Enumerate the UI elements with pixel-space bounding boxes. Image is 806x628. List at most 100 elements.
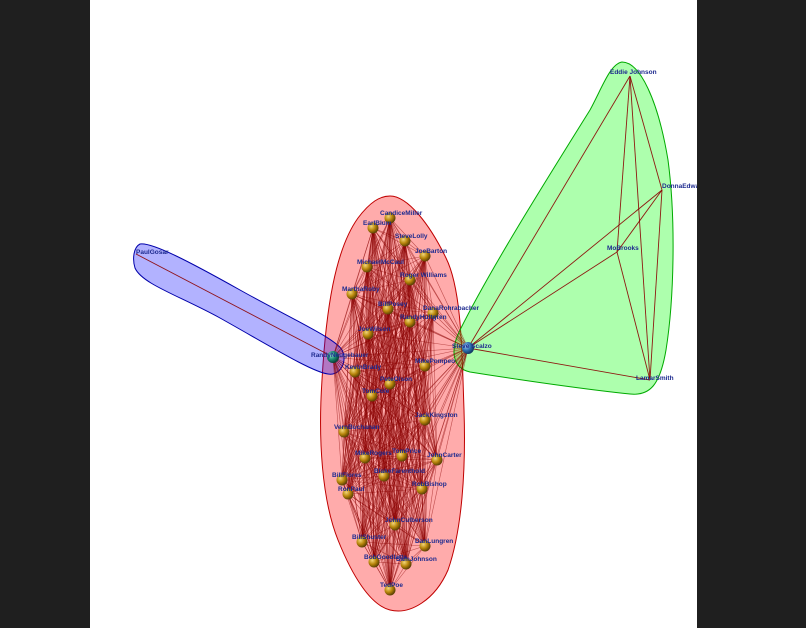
network-edge xyxy=(361,475,385,543)
network-edge xyxy=(343,266,368,433)
network-edge xyxy=(341,455,403,481)
node-marker[interactable] xyxy=(368,556,380,568)
node-marker[interactable] xyxy=(416,483,428,495)
node-r21[interactable]: RobBishop xyxy=(412,481,447,495)
node-label: BillShuster xyxy=(352,534,387,541)
node-r12[interactable]: MikePompeo xyxy=(415,358,455,372)
node-marker[interactable] xyxy=(384,212,396,224)
node-r16[interactable]: VernBuchanan xyxy=(334,424,380,438)
network-edge xyxy=(341,475,385,481)
node-r11[interactable]: KevinBrady xyxy=(345,364,382,378)
node-marker[interactable] xyxy=(384,378,396,390)
node-marker[interactable] xyxy=(419,540,431,552)
node-r7[interactable]: BillPosey xyxy=(378,301,408,315)
node-r3[interactable]: SteveLolly xyxy=(395,233,428,247)
node-r14[interactable]: TomCole xyxy=(362,388,390,402)
node-r4[interactable]: JoeBarton xyxy=(415,248,447,262)
node-r25[interactable]: DanLungren xyxy=(415,538,453,552)
node-marker[interactable] xyxy=(389,519,401,531)
node-marker[interactable] xyxy=(359,452,371,464)
node-label: BillPosey xyxy=(378,301,408,308)
network-edge xyxy=(409,321,469,349)
network-edge xyxy=(341,479,426,547)
node-marker[interactable] xyxy=(384,584,396,596)
node-r15[interactable]: JackKingston xyxy=(415,412,458,426)
node-r1[interactable]: CandiceMiller xyxy=(380,210,423,224)
node-label: JohnCulberson xyxy=(385,517,433,524)
node-ls[interactable]: LamarSmith xyxy=(636,375,674,382)
network-edge xyxy=(364,279,411,459)
node-marker[interactable] xyxy=(367,222,379,234)
network-edge xyxy=(649,189,663,381)
node-pg[interactable]: PaulGosar xyxy=(136,249,169,256)
node-marker[interactable] xyxy=(431,454,443,466)
network-edge xyxy=(341,479,423,490)
node-marker[interactable] xyxy=(419,250,431,262)
node-marker[interactable] xyxy=(400,558,412,570)
node-marker[interactable] xyxy=(356,536,368,548)
node-marker[interactable] xyxy=(419,360,431,372)
network-edge xyxy=(343,279,411,433)
node-r23[interactable]: JohnCulberson xyxy=(385,517,433,531)
node-de[interactable]: DonnaEdwards xyxy=(662,183,697,190)
node-r18[interactable]: TomPrice xyxy=(392,448,422,462)
node-hub[interactable]: Steve Scalzo xyxy=(452,342,492,354)
node-r26[interactable]: BobGoodlatte xyxy=(364,554,407,568)
node-marker[interactable] xyxy=(346,288,358,300)
node-r30[interactable]: Roger Williams xyxy=(400,272,447,286)
node-r5[interactable]: MichaelMcCaul xyxy=(357,259,404,273)
node-r13[interactable]: PeteOlson xyxy=(380,376,412,390)
node-marker[interactable] xyxy=(362,328,374,340)
node-r29[interactable]: BillFlores xyxy=(332,472,362,486)
node-marker[interactable] xyxy=(327,351,339,363)
node-marker[interactable] xyxy=(462,342,474,354)
network-edge xyxy=(354,333,369,373)
network-edge xyxy=(364,308,389,459)
node-marker[interactable] xyxy=(427,307,439,319)
node-ej[interactable]: Eddie Johnson xyxy=(610,69,657,76)
node-marker[interactable] xyxy=(399,235,411,247)
node-r22[interactable]: RonPaul xyxy=(338,486,365,500)
network-edge xyxy=(332,217,391,358)
node-r17[interactable]: MikeRogers xyxy=(355,450,392,464)
network-edge xyxy=(343,255,426,433)
node-r9[interactable]: RandyHultgren xyxy=(400,314,447,328)
node-marker[interactable] xyxy=(404,316,416,328)
network-edge xyxy=(387,308,434,314)
network-edge xyxy=(371,395,438,461)
node-marker[interactable] xyxy=(361,261,373,273)
node-layer: Steve Scalzo RandyNeugebauer PaulGosar Eddi… xyxy=(136,69,697,596)
node-r28[interactable]: TedPoe xyxy=(380,582,403,596)
network-edge xyxy=(389,217,434,314)
node-bridge[interactable]: RandyNeugebauer xyxy=(311,351,369,363)
node-marker[interactable] xyxy=(382,303,394,315)
node-label: Eddie Johnson xyxy=(610,69,657,76)
node-r8[interactable]: DanaRohrabacher xyxy=(423,305,479,319)
network-edge xyxy=(371,395,426,421)
network-edge xyxy=(347,475,385,495)
node-r19[interactable]: JohnCarter xyxy=(427,452,462,466)
node-marker[interactable] xyxy=(396,450,408,462)
node-marker[interactable] xyxy=(349,366,361,378)
node-r27[interactable]: SamJohnson xyxy=(396,556,437,570)
network-edge xyxy=(341,459,438,481)
node-marker[interactable] xyxy=(366,390,378,402)
node-marker[interactable] xyxy=(338,426,350,438)
node-marker[interactable] xyxy=(419,414,431,426)
network-edge xyxy=(364,419,426,459)
network-edge xyxy=(367,333,426,547)
node-marker[interactable] xyxy=(404,274,416,286)
node-r2[interactable]: EarlBlum xyxy=(363,220,392,234)
node-marker[interactable] xyxy=(342,488,354,500)
node-marker[interactable] xyxy=(378,470,390,482)
network-edge xyxy=(371,321,411,397)
node-r6[interactable]: MarthaRoby xyxy=(342,286,380,300)
network-edge xyxy=(364,455,403,459)
network-edge xyxy=(361,457,366,543)
node-marker[interactable] xyxy=(336,474,348,486)
node-r24[interactable]: BillShuster xyxy=(352,534,387,548)
node-r20[interactable]: BlakeFarenthold xyxy=(374,468,425,482)
network-edge xyxy=(343,431,407,565)
node-r10[interactable]: JoeWilson xyxy=(358,326,390,340)
node-mb[interactable]: MoBrooks xyxy=(607,245,639,252)
